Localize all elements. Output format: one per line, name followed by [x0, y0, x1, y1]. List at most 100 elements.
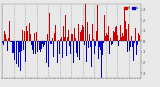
Bar [65, 41, 66, 46]
Bar [14, 41, 15, 60]
Bar [100, 41, 101, 50]
Bar [15, 41, 16, 62]
Bar [47, 34, 48, 41]
Bar [67, 37, 68, 41]
Bar [30, 34, 31, 41]
Bar [91, 41, 92, 67]
Bar [96, 31, 97, 41]
Bar [49, 13, 50, 41]
Bar [99, 41, 100, 47]
Bar [107, 35, 108, 41]
Bar [129, 41, 130, 51]
Bar [81, 30, 82, 41]
Bar [79, 41, 80, 60]
Legend: Hi, Lo: Hi, Lo [124, 6, 139, 11]
Bar [72, 34, 73, 41]
Bar [4, 31, 5, 41]
Bar [131, 36, 132, 41]
Bar [23, 41, 24, 50]
Bar [78, 23, 79, 41]
Bar [116, 26, 117, 41]
Bar [40, 41, 41, 52]
Bar [89, 34, 90, 41]
Bar [34, 33, 35, 41]
Bar [92, 24, 93, 41]
Bar [6, 39, 7, 41]
Bar [39, 41, 40, 50]
Bar [31, 41, 32, 45]
Bar [60, 39, 61, 41]
Bar [137, 41, 138, 45]
Bar [82, 25, 83, 41]
Bar [44, 41, 45, 45]
Bar [59, 39, 60, 41]
Bar [134, 41, 135, 43]
Bar [117, 35, 118, 41]
Bar [133, 41, 134, 61]
Bar [7, 41, 8, 68]
Bar [121, 37, 122, 41]
Bar [80, 31, 81, 41]
Bar [127, 41, 128, 52]
Bar [54, 33, 55, 41]
Bar [62, 41, 63, 58]
Bar [110, 38, 111, 41]
Bar [101, 41, 102, 78]
Bar [21, 41, 22, 56]
Bar [77, 41, 78, 57]
Bar [132, 41, 133, 47]
Bar [51, 41, 52, 68]
Bar [90, 41, 91, 47]
Bar [5, 34, 6, 41]
Bar [94, 41, 95, 54]
Bar [84, 41, 85, 45]
Bar [25, 41, 26, 62]
Bar [38, 41, 39, 42]
Bar [57, 41, 58, 63]
Bar [86, 41, 87, 62]
Bar [9, 21, 10, 41]
Bar [16, 41, 17, 64]
Bar [118, 41, 119, 46]
Bar [63, 26, 64, 41]
Bar [71, 34, 72, 41]
Bar [11, 41, 12, 42]
Bar [108, 26, 109, 41]
Bar [139, 41, 140, 43]
Bar [58, 40, 59, 41]
Bar [22, 30, 23, 41]
Bar [17, 41, 18, 42]
Bar [119, 40, 120, 41]
Bar [125, 21, 126, 41]
Bar [104, 15, 105, 41]
Bar [8, 38, 9, 41]
Bar [68, 41, 69, 42]
Bar [36, 32, 37, 41]
Bar [106, 33, 107, 41]
Bar [61, 37, 62, 41]
Bar [114, 32, 115, 41]
Bar [52, 38, 53, 41]
Bar [120, 25, 121, 41]
Bar [3, 41, 4, 45]
Bar [76, 38, 77, 41]
Bar [19, 41, 20, 52]
Bar [75, 38, 76, 41]
Bar [46, 41, 47, 63]
Bar [55, 25, 56, 41]
Bar [95, 41, 96, 44]
Bar [112, 41, 113, 45]
Bar [69, 41, 70, 46]
Bar [73, 41, 74, 63]
Bar [42, 41, 43, 44]
Bar [88, 41, 89, 48]
Bar [45, 41, 46, 42]
Bar [136, 41, 137, 55]
Bar [20, 41, 21, 71]
Bar [74, 28, 75, 41]
Bar [87, 22, 88, 41]
Bar [85, 4, 86, 41]
Bar [93, 39, 94, 41]
Bar [26, 26, 27, 41]
Bar [135, 28, 136, 41]
